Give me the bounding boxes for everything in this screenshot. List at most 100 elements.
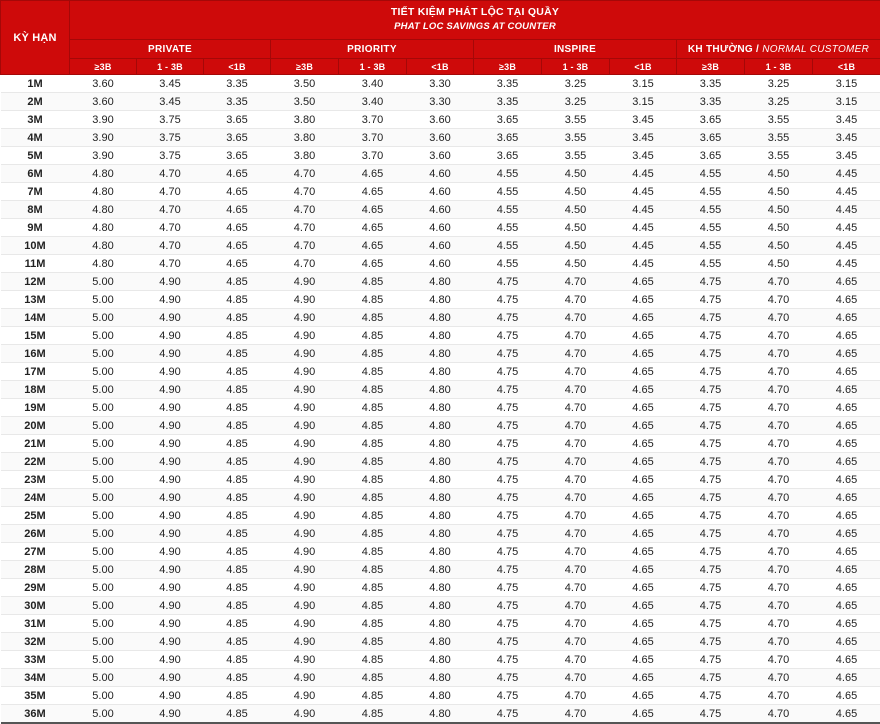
rate-cell: 4.45 <box>610 201 677 219</box>
tier-header-inspire-2: <1B <box>610 59 677 75</box>
rate-cell: 4.90 <box>271 417 339 435</box>
rate-cell: 3.75 <box>137 111 204 129</box>
rate-cell: 5.00 <box>70 273 137 291</box>
rate-cell: 4.75 <box>677 561 745 579</box>
row-term-label: 16M <box>1 345 70 363</box>
rate-cell: 4.90 <box>271 471 339 489</box>
segment-label-priority: PRIORITY <box>347 44 397 55</box>
rate-cell: 4.90 <box>137 309 204 327</box>
rate-cell: 4.80 <box>407 399 474 417</box>
rate-cell: 5.00 <box>70 327 137 345</box>
rate-cell: 4.85 <box>204 561 271 579</box>
segment-label-inspire: INSPIRE <box>554 44 596 55</box>
rate-cell: 4.80 <box>407 309 474 327</box>
rate-cell: 4.45 <box>813 183 880 201</box>
rate-cell: 4.85 <box>339 507 407 525</box>
rate-cell: 5.00 <box>70 363 137 381</box>
rate-cell: 4.70 <box>542 651 610 669</box>
rate-cell: 4.70 <box>542 525 610 543</box>
rate-cell: 3.35 <box>677 93 745 111</box>
rate-cell: 4.70 <box>271 165 339 183</box>
rate-cell: 3.80 <box>271 111 339 129</box>
rate-cell: 5.00 <box>70 633 137 651</box>
rate-cell: 3.45 <box>813 147 880 165</box>
rate-cell: 4.70 <box>745 327 813 345</box>
rate-cell: 4.65 <box>813 363 880 381</box>
row-term-label: 34M <box>1 669 70 687</box>
rate-cell: 4.85 <box>339 309 407 327</box>
rate-cell: 4.75 <box>474 345 542 363</box>
rate-cell: 4.85 <box>339 615 407 633</box>
row-term-label: 28M <box>1 561 70 579</box>
rate-cell: 4.90 <box>271 705 339 724</box>
rate-cell: 5.00 <box>70 471 137 489</box>
rate-cell: 4.80 <box>407 651 474 669</box>
rate-cell: 4.70 <box>542 381 610 399</box>
rate-cell: 3.65 <box>204 111 271 129</box>
rate-cell: 3.60 <box>70 75 137 93</box>
rate-cell: 3.90 <box>70 111 137 129</box>
rate-cell: 4.65 <box>610 291 677 309</box>
rate-cell: 4.90 <box>271 525 339 543</box>
rate-cell: 3.35 <box>204 93 271 111</box>
rate-cell: 4.65 <box>610 651 677 669</box>
rate-cell: 4.75 <box>474 597 542 615</box>
rate-cell: 4.90 <box>271 543 339 561</box>
rate-cell: 4.55 <box>677 201 745 219</box>
rate-cell: 3.80 <box>271 147 339 165</box>
rate-cell: 4.85 <box>339 363 407 381</box>
rate-cell: 3.45 <box>137 75 204 93</box>
rate-cell: 3.60 <box>407 111 474 129</box>
rate-cell: 3.45 <box>813 129 880 147</box>
rate-cell: 4.65 <box>610 435 677 453</box>
rate-cell: 4.90 <box>271 579 339 597</box>
rate-cell: 3.80 <box>271 129 339 147</box>
rate-cell: 3.60 <box>70 93 137 111</box>
header-title-row: KỲ HẠN TIẾT KIỆM PHÁT LỘC TẠI QUẦY PHAT … <box>1 1 880 40</box>
rate-cell: 4.50 <box>745 255 813 273</box>
rate-cell: 4.65 <box>204 237 271 255</box>
rate-cell: 4.45 <box>813 201 880 219</box>
rate-cell: 4.65 <box>813 327 880 345</box>
rate-cell: 4.70 <box>542 615 610 633</box>
rate-cell: 4.50 <box>542 201 610 219</box>
rate-cell: 4.65 <box>204 255 271 273</box>
row-term-label: 27M <box>1 543 70 561</box>
rate-cell: 4.75 <box>474 561 542 579</box>
rate-cell: 4.85 <box>204 381 271 399</box>
rate-cell: 4.85 <box>204 705 271 724</box>
rate-cell: 4.70 <box>745 471 813 489</box>
rate-cell: 4.45 <box>610 237 677 255</box>
rate-cell: 4.80 <box>407 273 474 291</box>
rate-cell: 4.70 <box>271 201 339 219</box>
rate-cell: 4.65 <box>813 543 880 561</box>
rate-cell: 4.70 <box>271 183 339 201</box>
rate-cell: 5.00 <box>70 345 137 363</box>
rate-cell: 3.35 <box>204 75 271 93</box>
rate-cell: 5.00 <box>70 453 137 471</box>
rate-cell: 4.45 <box>813 165 880 183</box>
rate-cell: 4.70 <box>745 363 813 381</box>
rate-cell: 4.75 <box>474 669 542 687</box>
rate-cell: 4.65 <box>813 705 880 724</box>
rate-cell: 4.50 <box>542 237 610 255</box>
rate-cell: 4.65 <box>813 507 880 525</box>
rate-cell: 4.70 <box>542 705 610 724</box>
rate-cell: 3.40 <box>339 75 407 93</box>
header-group-row: PRIVATE PRIORITY INSPIRE KH THƯỜNG / NOR… <box>1 40 880 59</box>
rate-cell: 4.60 <box>407 165 474 183</box>
rate-cell: 4.90 <box>271 273 339 291</box>
rate-cell: 4.65 <box>204 183 271 201</box>
rate-cell: 4.65 <box>813 309 880 327</box>
rate-cell: 4.90 <box>271 453 339 471</box>
rate-cell: 3.55 <box>745 129 813 147</box>
segment-label-normal-customer: KH THƯỜNG / <box>688 44 762 55</box>
row-term-label: 35M <box>1 687 70 705</box>
